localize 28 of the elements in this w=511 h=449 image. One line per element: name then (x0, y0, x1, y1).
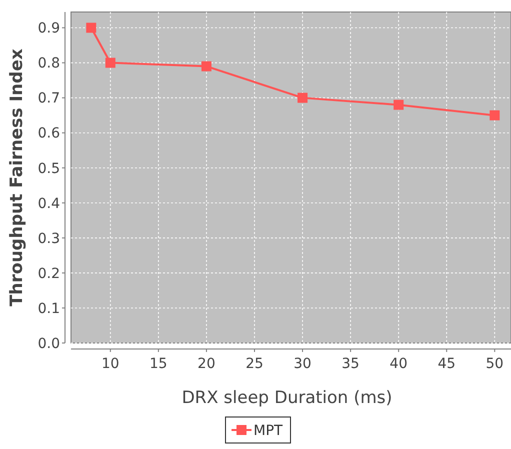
point (105, 58, 116, 68)
x-tick-label: 20 (198, 356, 216, 372)
x-tick-label: 30 (294, 356, 312, 372)
y-tick-label: 0.7 (38, 90, 60, 107)
y-tick-label: 0.9 (38, 20, 60, 37)
x-tick-label: 50 (486, 356, 504, 372)
point (394, 100, 404, 110)
y-axis-title: Throughput Fairness Index (7, 48, 27, 306)
legend-label: MPT (254, 422, 284, 439)
x-axis-title: DRX sleep Duration (ms) (182, 388, 392, 408)
y-tick-label: 0.5 (38, 160, 60, 177)
y-tick-label: 0.6 (38, 126, 60, 142)
point (298, 92, 308, 103)
x-tick-label: 35 (342, 356, 360, 372)
point (86, 22, 96, 33)
point (490, 110, 500, 120)
y-tick-label: 0.8 (38, 56, 60, 72)
y-tick-label: 0.3 (38, 230, 60, 247)
y-tick-label: 0.0 (38, 336, 60, 352)
x-tick-label: 25 (246, 356, 264, 372)
x-tick-label: 40 (390, 356, 408, 372)
x-tick-label: 15 (150, 356, 168, 372)
x-tick-label: 45 (438, 356, 456, 372)
point (201, 61, 212, 72)
y-tick-label: 0.1 (38, 300, 60, 317)
y-tick-label: 0.2 (38, 266, 60, 282)
x-tick-label: 10 (101, 356, 120, 372)
y-tick-label: 0.4 (38, 196, 60, 212)
